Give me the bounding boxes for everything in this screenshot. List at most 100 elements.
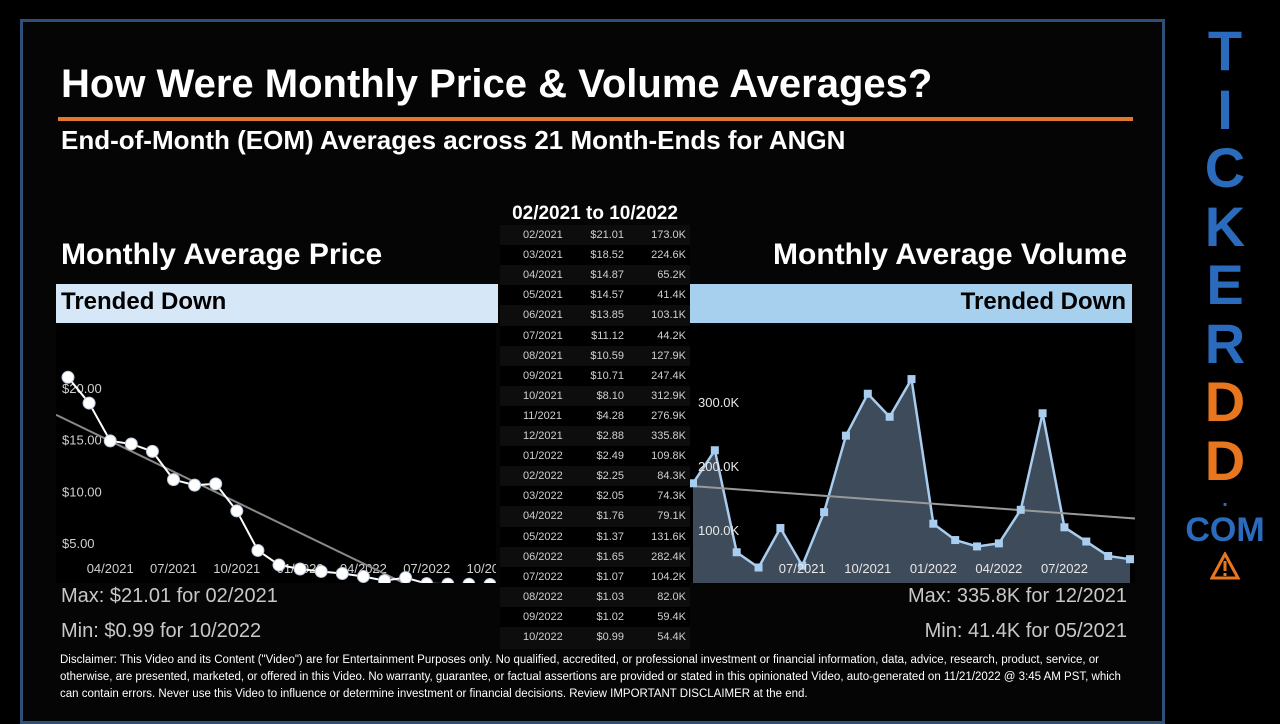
x-tick-label: 10/2021 — [213, 561, 260, 576]
table-cell-volume: 103.1K — [651, 309, 686, 322]
table-cell-month: 11/2021 — [523, 409, 562, 422]
y-tick-label: $20.00 — [62, 381, 102, 396]
volume-max: Max: 335.8K for 12/2021 — [907, 585, 1127, 607]
table-cell-volume: 276.9K — [651, 409, 686, 422]
table-cell-month: 02/2021 — [523, 229, 563, 241]
table-cell-price: $4.28 — [596, 409, 624, 422]
table-cell-price: $13.85 — [590, 309, 624, 322]
price-heading: Monthly Average Price — [61, 238, 383, 271]
page-title: How Were Monthly Price & Volume Averages… — [61, 62, 933, 106]
table-cell-price: $2.88 — [596, 430, 624, 442]
brand-letter: E — [1206, 253, 1244, 316]
table-cell-price: $1.02 — [596, 610, 624, 623]
volume-point — [863, 389, 872, 398]
price-point — [103, 434, 117, 448]
table-cell-month: 06/2021 — [523, 309, 563, 322]
volume-point — [951, 536, 960, 545]
volume-point — [690, 479, 697, 488]
x-tick-label: 01/2022 — [910, 561, 957, 576]
volume-area — [693, 379, 1130, 583]
table-cell-month: 12/2021 — [523, 430, 563, 442]
table-cell-volume: 104.2K — [651, 570, 686, 583]
table-cell-price: $10.59 — [590, 349, 624, 362]
brand-com: COM — [1185, 511, 1265, 549]
brand-letter: K — [1204, 194, 1246, 258]
table-cell-month: 05/2021 — [523, 289, 563, 302]
table-cell-month: 08/2021 — [523, 349, 563, 362]
y-tick-label: 100.0K — [698, 523, 740, 538]
table-cell-price: $18.52 — [590, 249, 624, 262]
table-cell-price: $1.65 — [596, 550, 624, 563]
table-row: 07/2021 $11.12 44.2K — [500, 325, 690, 346]
table-row: 02/2022 $2.25 84.3K — [500, 466, 690, 486]
price-point — [356, 570, 370, 583]
table-cell-volume: 131.6K — [651, 530, 686, 543]
table-row: 01/2022 $2.49 109.8K — [500, 446, 690, 467]
brand-letter: D — [1204, 370, 1246, 433]
table-cell-price: $10.71 — [590, 369, 624, 382]
table-cell-month: 07/2022 — [523, 570, 563, 583]
x-tick-label: 04/2022 — [975, 561, 1022, 576]
y-tick-label: $15.00 — [62, 433, 102, 448]
table-cell-price: $8.10 — [596, 389, 624, 402]
table-cell-month: 04/2021 — [523, 269, 563, 282]
table-cell-month: 03/2022 — [523, 490, 563, 503]
y-tick-label: $10.00 — [62, 484, 102, 499]
table-row: 02/2021 $21.01 173.0K — [500, 225, 690, 245]
x-tick-label: 04/2021 — [87, 561, 134, 576]
table-cell-month: 07/2021 — [523, 329, 563, 342]
table-cell-month: 01/2022 — [523, 450, 563, 463]
table-cell-volume: 59.4K — [657, 610, 686, 623]
volume-point — [929, 519, 938, 528]
table-cell-volume: 282.4K — [651, 550, 686, 563]
price-trend-banner: Trended Down — [56, 284, 498, 323]
volume-point — [754, 563, 763, 572]
table-row: 10/2022 $0.99 54.4K — [500, 627, 690, 647]
table-cell-month: 06/2022 — [523, 550, 563, 563]
volume-point — [798, 561, 807, 570]
table-cell-volume: 224.6K — [651, 249, 686, 262]
table-cell-month: 09/2022 — [523, 610, 563, 623]
volume-point — [732, 548, 741, 557]
volume-point — [885, 412, 894, 421]
volume-min: Min: 41.4K for 05/2021 — [924, 620, 1127, 642]
data-table: 02/2021 $21.01 173.0K 03/2021 $18.52 224.6K 04… — [500, 225, 690, 649]
table-cell-month: 09/2021 — [523, 369, 563, 382]
volume-point — [820, 508, 829, 517]
price-point — [441, 577, 455, 583]
table-cell-volume: 41.4K — [657, 289, 686, 302]
price-point — [293, 562, 307, 576]
volume-point — [1016, 505, 1025, 514]
date-range: 02/2021 to 10/2022 — [512, 203, 678, 224]
warning-triangle-icon — [1209, 550, 1241, 580]
table-cell-volume: 44.2K — [657, 329, 686, 342]
table-cell-price: $2.49 — [596, 450, 624, 463]
table-cell-price: $2.25 — [596, 470, 624, 483]
table-cell-volume: 127.9K — [651, 349, 686, 362]
table-cell-price: $1.03 — [596, 590, 624, 603]
volume-point — [1082, 537, 1091, 546]
price-point — [314, 564, 328, 578]
price-point — [335, 567, 349, 581]
table-row: 08/2022 $1.03 82.0K — [500, 587, 690, 607]
y-tick-label: 200.0K — [698, 459, 740, 474]
table-cell-volume: 109.8K — [651, 450, 686, 463]
page-subtitle: End-of-Month (EOM) Averages across 21 Mo… — [61, 125, 846, 155]
price-point — [483, 578, 496, 583]
volume-point — [710, 446, 719, 455]
table-row: 10/2021 $8.10 312.9K — [500, 386, 690, 406]
table-cell-volume: 82.0K — [657, 590, 686, 603]
chart-background — [56, 325, 496, 583]
price-chart: $5.00 $10.00 $15.00 $20.00 04/2021 07/2021 10/… — [56, 325, 496, 583]
table-row: 09/2021 $10.71 247.4K — [500, 365, 690, 386]
table-row: 05/2021 $14.57 41.4K — [500, 285, 690, 306]
table-cell-price: $21.01 — [590, 229, 624, 241]
price-point — [124, 437, 138, 451]
price-point — [378, 574, 391, 583]
table-cell-month: 02/2022 — [523, 470, 563, 483]
x-tick-label: 10/2021 — [844, 561, 891, 576]
price-point — [188, 478, 202, 492]
brand-letter: R — [1204, 311, 1246, 375]
table-cell-volume: 65.2K — [657, 269, 686, 282]
table-row: 04/2022 $1.76 79.1K — [500, 506, 690, 526]
